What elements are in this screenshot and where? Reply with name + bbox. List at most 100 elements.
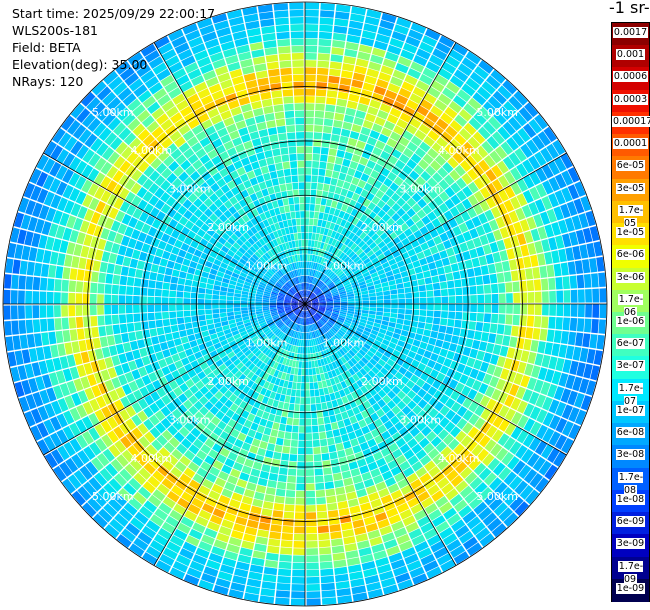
- radar-gate: [176, 291, 184, 298]
- radar-gate: [382, 339, 390, 346]
- radar-gate: [277, 298, 284, 301]
- radar-gate: [355, 220, 364, 229]
- radar-gate: [52, 385, 64, 400]
- radar-gate: [329, 222, 336, 231]
- radar-gate: [448, 304, 456, 312]
- radar-gate: [411, 461, 423, 472]
- radar-gate: [517, 127, 531, 143]
- radar-gate: [407, 68, 422, 80]
- radar-gate: [376, 299, 384, 304]
- radar-gate: [283, 317, 289, 323]
- radar-gate: [448, 438, 460, 451]
- radar-gate: [176, 304, 183, 311]
- radar-gate: [589, 257, 598, 273]
- radar-gate: [160, 203, 171, 214]
- radar-gate: [83, 234, 93, 247]
- radar-gate: [196, 17, 213, 29]
- radar-gate: [295, 269, 299, 277]
- radar-gate: [234, 485, 246, 495]
- radar-gate: [426, 290, 434, 297]
- radar-gate: [179, 80, 193, 93]
- radar-gate: [308, 292, 314, 299]
- radar-gate: [333, 267, 340, 274]
- radar-gate: [397, 56, 412, 67]
- radar-gate: [203, 208, 214, 218]
- radar-gate: [346, 393, 354, 402]
- radar-gate: [55, 225, 66, 239]
- radar-gate: [203, 143, 215, 154]
- radar-gate: [348, 20, 364, 30]
- radar-gate: [295, 284, 300, 292]
- radar-gate: [317, 320, 323, 327]
- radar-gate: [384, 538, 398, 550]
- radar-gate: [338, 329, 346, 336]
- radar-gate: [241, 346, 250, 354]
- radar-gate: [190, 100, 203, 111]
- radar-gate: [221, 320, 229, 327]
- radar-gate: [560, 153, 573, 169]
- radar-gate: [52, 238, 62, 252]
- radar-gate: [254, 63, 267, 72]
- radar-gate: [183, 410, 194, 421]
- radar-gate: [157, 94, 171, 107]
- radar-gate: [165, 333, 174, 342]
- radar-gate: [293, 411, 300, 419]
- radar-gate: [369, 347, 377, 355]
- radar-gate: [321, 275, 328, 282]
- radar-gate: [363, 400, 372, 410]
- radar-gate: [24, 231, 34, 246]
- radar-gate: [383, 295, 391, 300]
- radar-gate: [223, 273, 232, 280]
- radar-gate: [191, 75, 205, 87]
- radar-gate: [161, 297, 169, 304]
- radar-gate: [324, 111, 335, 120]
- radar-gate: [554, 156, 567, 173]
- radar-gate: [349, 505, 361, 515]
- radar-gate: [173, 431, 185, 443]
- radar-gate: [469, 476, 483, 490]
- radar-gate: [222, 157, 233, 168]
- radar-gate: [287, 291, 294, 297]
- radar-gate: [343, 418, 352, 427]
- radar-gate: [113, 493, 127, 507]
- radar-gate: [105, 463, 118, 477]
- radar-gate: [86, 222, 97, 236]
- radar-gate: [381, 470, 393, 481]
- radar-gate: [442, 239, 452, 250]
- radar-gate: [207, 255, 216, 264]
- radar-gate: [345, 41, 359, 51]
- radar-gate: [311, 299, 319, 302]
- radar-gate: [339, 135, 349, 145]
- radar-gate: [124, 247, 134, 258]
- radar-gate: [314, 287, 319, 294]
- radar-gate: [343, 344, 351, 352]
- radar-gate: [318, 212, 324, 220]
- radar-gate: [489, 150, 502, 164]
- radar-gate: [393, 565, 408, 577]
- radar-gate: [104, 217, 115, 230]
- radar-gate: [320, 284, 326, 290]
- radar-gate: [554, 173, 567, 189]
- radar-gate: [305, 189, 311, 197]
- radar-gate: [345, 317, 353, 322]
- radar-gate: [205, 314, 213, 320]
- radar-gate: [311, 418, 318, 426]
- radar-gate: [416, 187, 427, 198]
- radar-gate: [410, 61, 425, 73]
- radar-gate: [289, 313, 295, 319]
- radar-gate: [19, 260, 28, 275]
- radar-gate: [39, 318, 48, 332]
- radar-gate: [593, 350, 603, 366]
- radar-gate: [108, 498, 123, 512]
- radar-gate: [469, 286, 477, 295]
- radar-gate: [367, 106, 379, 116]
- radar-gate: [276, 253, 282, 261]
- radar-gate: [183, 449, 196, 461]
- radar-gate: [291, 304, 298, 307]
- radar-gate: [548, 176, 561, 192]
- radar-gate: [121, 449, 135, 463]
- radar-gate: [316, 280, 322, 287]
- radar-gate: [222, 324, 230, 331]
- radar-gate: [306, 283, 309, 290]
- radar-gate: [234, 370, 243, 379]
